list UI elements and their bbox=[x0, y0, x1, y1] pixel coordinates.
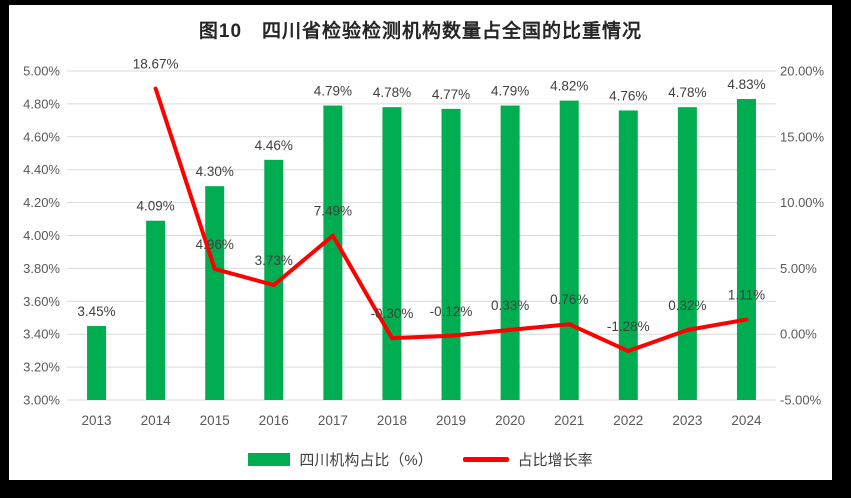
line-data-label: 4.96% bbox=[196, 237, 234, 252]
combo-chart: 3.00% 3.20% 3.40% 3.60% 3.80% 4.00% 4.20% 4.40%… bbox=[23, 57, 825, 428]
line-data-label: 1.11% bbox=[728, 288, 765, 303]
x-axis-tick-label: 2015 bbox=[200, 413, 230, 428]
left-axis-tick-label: 3.00% bbox=[23, 393, 60, 408]
x-axis-tick-label: 2013 bbox=[82, 413, 112, 428]
growth-rate-line bbox=[153, 86, 749, 354]
left-axis-tick-label: 3.80% bbox=[23, 261, 60, 276]
bar-series-label: 四川机构占比（%） bbox=[299, 452, 433, 469]
x-axis-tick-label: 2022 bbox=[613, 413, 643, 428]
chart-legend: 四川机构占比（%） 占比增长率 bbox=[9, 449, 832, 470]
bar-data-label: 4.09% bbox=[136, 199, 174, 214]
chart-title: 图10 四川省检验检测机构数量占全国的比重情况 bbox=[198, 21, 643, 42]
line-data-label: 3.73% bbox=[255, 253, 293, 268]
line-series-swatch-icon bbox=[462, 457, 509, 462]
x-axis-tick-label: 2014 bbox=[141, 413, 172, 428]
left-axis-tick-label: 4.80% bbox=[23, 96, 60, 111]
x-axis-tick-label: 2018 bbox=[377, 413, 407, 428]
left-axis-tick-label: 4.00% bbox=[23, 228, 60, 243]
x-axis-tick-label: 2020 bbox=[495, 413, 525, 428]
bar-2023 bbox=[677, 107, 697, 400]
x-axis-tick-label: 2024 bbox=[731, 413, 762, 428]
bar-2015 bbox=[205, 186, 225, 400]
bar-2016 bbox=[264, 159, 284, 400]
right-axis-tick-label: 10.00% bbox=[780, 195, 825, 210]
left-axis-tick-label: 3.40% bbox=[23, 327, 60, 342]
bar-2019 bbox=[441, 108, 461, 401]
left-axis-tick-label: 5.00% bbox=[23, 64, 60, 79]
bar-data-label: 4.46% bbox=[255, 138, 293, 153]
line-data-label: -0.12% bbox=[430, 304, 473, 319]
bar-2020 bbox=[500, 105, 520, 401]
left-axis-tick-label: 4.60% bbox=[23, 129, 60, 144]
bar-data-label: 4.79% bbox=[491, 84, 529, 99]
line-data-label: 7.49% bbox=[314, 204, 352, 219]
right-axis-tick-label: 5.00% bbox=[780, 261, 817, 276]
bar-data-label: 4.76% bbox=[609, 88, 647, 103]
line-data-label: 0.32% bbox=[668, 298, 706, 313]
x-axis-tick-label: 2023 bbox=[672, 413, 702, 428]
bar-2024 bbox=[736, 98, 756, 400]
right-axis-tick-label: 15.00% bbox=[780, 129, 825, 144]
legend-item-bar-series: 四川机构占比（%） bbox=[248, 449, 433, 470]
bar-data-label: 4.79% bbox=[314, 84, 352, 99]
chart-canvas: 图10 四川省检验检测机构数量占全国的比重情况 3.00% 3.20% 3.40% 3… bbox=[9, 5, 832, 480]
x-axis-tick-label: 2016 bbox=[259, 413, 289, 428]
bar-2021 bbox=[559, 100, 579, 401]
right-axis-tick-label: 20.00% bbox=[780, 64, 825, 79]
bar-series-swatch-icon bbox=[248, 453, 291, 466]
bar-data-label: 4.77% bbox=[432, 87, 470, 102]
bar-data-label: 4.83% bbox=[727, 77, 765, 92]
bar-2018 bbox=[382, 107, 402, 400]
left-axis-tick-label: 3.60% bbox=[23, 294, 60, 309]
right-axis-tick-label: -5.00% bbox=[780, 393, 822, 408]
bar-2014 bbox=[146, 220, 166, 400]
line-data-label: -0.30% bbox=[371, 306, 414, 321]
line-series-label: 占比增长率 bbox=[517, 452, 593, 469]
left-axis-tick-label: 3.20% bbox=[23, 360, 60, 375]
bar-data-label: 4.30% bbox=[196, 164, 234, 179]
line-data-label: 18.67% bbox=[133, 57, 179, 72]
bar-2022 bbox=[618, 110, 638, 400]
left-axis-tick-label: 4.40% bbox=[23, 162, 60, 177]
x-axis-tick-label: 2019 bbox=[436, 413, 466, 428]
bar-data-label: 4.82% bbox=[550, 79, 588, 94]
line-data-label: -1.28% bbox=[607, 319, 650, 334]
legend-item-line-series: 占比增长率 bbox=[462, 449, 593, 470]
line-data-label: 0.76% bbox=[550, 292, 588, 307]
bar-2017 bbox=[323, 105, 343, 401]
x-axis-tick-label: 2021 bbox=[554, 413, 584, 428]
bar-data-label: 4.78% bbox=[373, 85, 411, 100]
line-data-label: 0.33% bbox=[491, 298, 529, 313]
left-axis-tick-label: 4.20% bbox=[23, 195, 60, 210]
bar-data-label: 4.78% bbox=[668, 85, 706, 100]
bar-data-label: 3.45% bbox=[77, 304, 115, 319]
x-axis-tick-label: 2017 bbox=[318, 413, 348, 428]
right-axis-tick-label: 0.00% bbox=[780, 327, 817, 342]
bar-2013 bbox=[87, 325, 107, 400]
